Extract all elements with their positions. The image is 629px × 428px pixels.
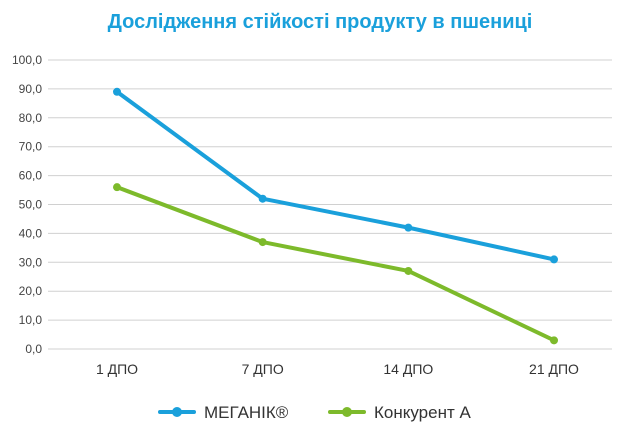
data-point [404, 266, 413, 275]
data-point [258, 238, 267, 247]
x-tick-label: 7 ДПО [242, 361, 284, 377]
y-tick-label: 50,0 [19, 198, 43, 212]
series-layer [113, 87, 558, 345]
data-point [258, 194, 267, 203]
y-tick-label: 20,0 [19, 284, 43, 298]
data-point [404, 223, 413, 232]
legend-marker [172, 407, 182, 417]
y-tick-label: 90,0 [19, 82, 43, 96]
data-point [550, 255, 558, 264]
x-tick-label: 14 ДПО [383, 361, 433, 377]
series-line-2 [115, 185, 556, 343]
y-axis: 0,0 10,0 20,0 30,0 40,0 50,0 60,0 70,0 80,0 90,0 1… [12, 53, 42, 356]
legend-marker [342, 407, 352, 417]
legend-label: Конкурент А [374, 403, 471, 422]
x-tick-label: 21 ДПО [529, 361, 579, 377]
data-point [113, 87, 121, 96]
y-tick-label: 0,0 [25, 342, 42, 356]
y-tick-label: 10,0 [19, 313, 43, 327]
y-tick-label: 40,0 [19, 226, 43, 240]
data-point [113, 183, 121, 192]
series-line-1 [115, 89, 556, 262]
legend: МЕГАНІК® Конкурент А [158, 403, 471, 422]
y-tick-label: 60,0 [19, 169, 43, 183]
y-tick-label: 100,0 [12, 53, 42, 67]
legend-label: МЕГАНІК® [204, 403, 289, 422]
gridlines [48, 59, 612, 350]
x-tick-label: 1 ДПО [96, 361, 138, 377]
y-tick-label: 70,0 [19, 140, 43, 154]
chart-title: Дослідження стійкості продукту в пшениці [108, 11, 533, 33]
data-point [550, 336, 558, 345]
x-axis: 1 ДПО 7 ДПО 14 ДПО 21 ДПО [96, 361, 579, 377]
y-tick-label: 80,0 [19, 111, 43, 125]
y-tick-label: 30,0 [19, 255, 43, 269]
